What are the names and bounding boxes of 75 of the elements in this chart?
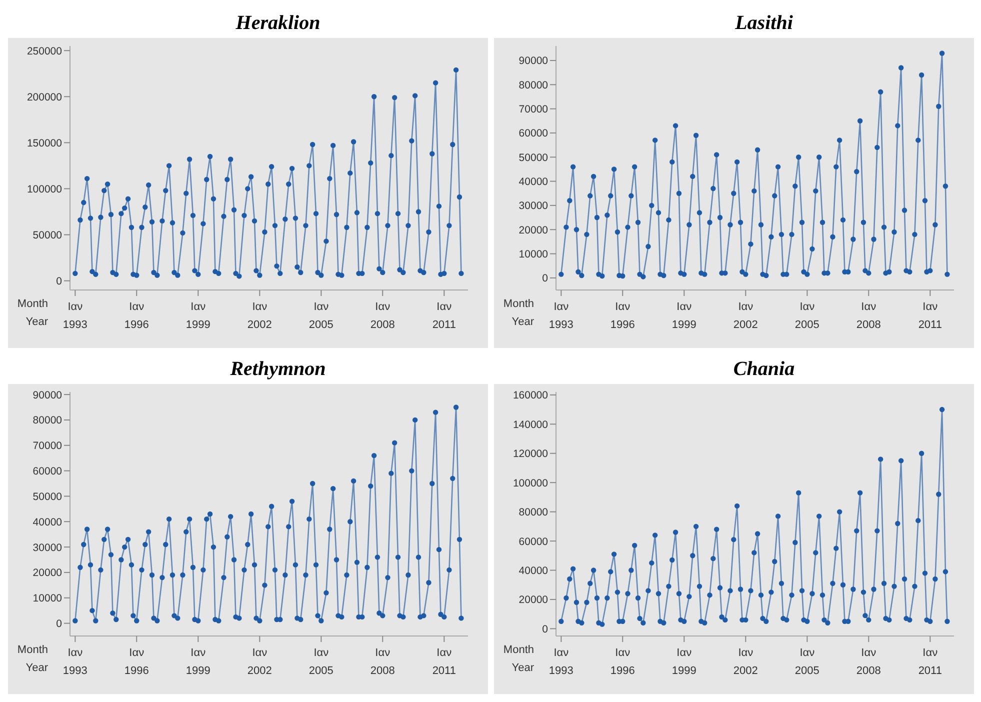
x-tick-label: Ιαν 1999 xyxy=(672,301,696,331)
text: Month xyxy=(502,644,534,656)
chart-title: Lasithi xyxy=(494,8,974,38)
x-tick-label: Ιαν 2008 xyxy=(856,647,881,677)
x-tick-label: Ιαν 2002 xyxy=(733,301,758,331)
y-tick-label: 250000 xyxy=(26,45,62,58)
y-tick-label: 200000 xyxy=(26,91,62,104)
y-tick-label: 40000 xyxy=(518,176,548,188)
x-tick-label: Ιαν 2005 xyxy=(794,647,820,677)
text: Year xyxy=(24,316,48,328)
y-tick-label: 30000 xyxy=(518,200,548,212)
chart-title: Rethymnon xyxy=(8,354,488,384)
y-tick-label: 20000 xyxy=(518,594,548,606)
x-tick-label: Ιαν 2002 xyxy=(247,301,272,331)
x-tick-label: Ιαν 1999 xyxy=(672,647,696,677)
x-tick-label: Ιαν 2002 xyxy=(733,647,758,677)
x-tick-label: Ιαν 2005 xyxy=(794,301,820,331)
text: Year xyxy=(510,662,534,674)
text: Year xyxy=(24,662,48,674)
x-tick-label: Ιαν 2011 xyxy=(918,301,942,331)
text: Year xyxy=(510,316,534,328)
y-tick-label: 70000 xyxy=(518,104,548,116)
y-tick-label: 20000 xyxy=(518,224,548,236)
y-tick-label: 100000 xyxy=(512,477,548,490)
x-tick-label: Ιαν 2011 xyxy=(432,301,456,331)
x-tick-label: Ιαν 1993 xyxy=(62,647,88,677)
y-tick-label: 40000 xyxy=(32,516,62,528)
y-tick-label: 50000 xyxy=(32,229,62,242)
chart-title: Heraklion xyxy=(8,8,488,38)
x-tick-label: Ιαν 1996 xyxy=(124,301,149,331)
y-tick-label: 140000 xyxy=(512,418,548,431)
y-tick-label: 60000 xyxy=(32,466,62,478)
y-tick-label: 0 xyxy=(56,276,62,288)
x-tick-label: Ιαν 2008 xyxy=(370,301,395,331)
y-tick-label: 50000 xyxy=(32,490,62,503)
y-tick-label: 90000 xyxy=(518,55,548,68)
x-tick-label: Ιαν 2011 xyxy=(918,647,942,677)
y-tick-label: 100000 xyxy=(26,183,62,196)
text: Month xyxy=(502,298,534,310)
y-tick-label: 50000 xyxy=(518,152,548,164)
y-tick-label: 20000 xyxy=(32,567,62,580)
y-tick-label: 0 xyxy=(56,618,62,630)
x-tick-label: Ιαν 1993 xyxy=(548,647,574,677)
text: Month xyxy=(16,298,48,310)
x-tick-label: Ιαν 1999 xyxy=(186,301,210,331)
x-tick-label: Ιαν 2011 xyxy=(432,647,456,677)
y-tick-label: 90000 xyxy=(32,389,62,402)
y-tick-label: 0 xyxy=(542,623,548,636)
y-tick-label: 40000 xyxy=(518,564,548,577)
x-tick-label: Ιαν 1996 xyxy=(610,647,635,677)
y-tick-label: 80000 xyxy=(518,506,548,519)
x-tick-label: Ιαν 1996 xyxy=(610,301,635,331)
y-tick-label: 80000 xyxy=(32,414,62,427)
x-tick-label: Ιαν 1996 xyxy=(124,647,149,677)
text: Month xyxy=(16,644,48,656)
y-tick-label: 60000 xyxy=(518,128,548,140)
x-tick-label: Ιαν 2002 xyxy=(247,647,272,677)
y-tick-label: 70000 xyxy=(32,440,62,452)
y-tick-label: 150000 xyxy=(26,137,62,150)
x-tick-label: Ιαν 1993 xyxy=(548,301,574,331)
x-tick-label: Ιαν 2008 xyxy=(370,647,395,677)
x-tick-label: Ιαν 2005 xyxy=(308,301,334,331)
chart-title: Chania xyxy=(494,354,974,384)
y-tick-label: 10000 xyxy=(32,592,62,605)
y-tick-label: 10000 xyxy=(518,248,548,260)
x-tick-label: Ιαν 1993 xyxy=(62,301,88,331)
y-tick-label: 160000 xyxy=(512,390,548,402)
y-tick-label: 0 xyxy=(542,272,548,285)
y-tick-label: 30000 xyxy=(32,542,62,554)
y-tick-label: 60000 xyxy=(518,536,548,548)
x-tick-label: Ιαν 1999 xyxy=(186,647,210,677)
y-tick-label: 80000 xyxy=(518,79,548,92)
y-tick-label: 120000 xyxy=(512,448,548,460)
x-tick-label: Ιαν 2008 xyxy=(856,301,881,331)
x-tick-label: Ιαν 2005 xyxy=(308,647,334,677)
